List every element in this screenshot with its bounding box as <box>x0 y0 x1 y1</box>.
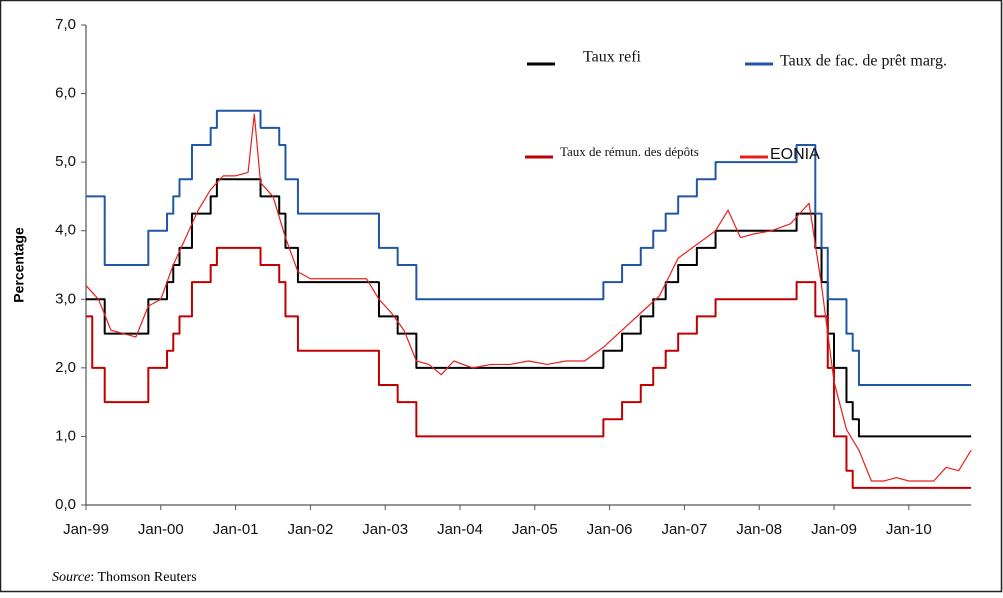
x-tick-label: Jan-06 <box>587 521 633 538</box>
source: Source: Thomson Reuters <box>52 570 197 585</box>
y-tick-label: 7,0 <box>55 16 76 33</box>
x-tick-label: Jan-04 <box>437 521 483 538</box>
y-axis-label: Percentage <box>11 227 27 303</box>
legend-label: Taux de fac. de prêt marg. <box>780 53 947 70</box>
x-tick-label: Jan-02 <box>287 521 333 538</box>
series-line <box>86 178 972 438</box>
series-line <box>86 246 972 489</box>
x-tick-label: Jan-00 <box>138 521 184 538</box>
y-tick-label: 2,0 <box>55 359 76 376</box>
legend-label: Taux refi <box>583 49 642 66</box>
x-tick-label: Jan-09 <box>811 521 857 538</box>
y-tick-label: 0,0 <box>55 496 76 513</box>
y-tick-label: 6,0 <box>55 85 76 102</box>
legend-label: EONIA <box>770 146 820 163</box>
y-tick-label: 1,0 <box>55 427 76 444</box>
x-tick-label: Jan-10 <box>886 521 932 538</box>
source-prefix: Source <box>52 570 90 585</box>
y-tick-label: 5,0 <box>55 153 76 170</box>
x-tick-label: Jan-99 <box>63 521 109 538</box>
series-line <box>86 109 972 386</box>
x-tick-label: Jan-07 <box>661 521 707 538</box>
plot-area: 0,0 1,0 2,0 3,0 4,0 5,0 6,0 7,0 Jan-99 Jan-00 Jan-… <box>55 16 972 538</box>
legend-label: Taux de rémun. des dépôts <box>560 144 699 159</box>
x-tick-label: Jan-03 <box>362 521 408 538</box>
series-line <box>85 113 972 482</box>
x-tick-label: Jan-01 <box>213 521 259 538</box>
y-tick-label: 4,0 <box>55 222 76 239</box>
source-text: : Thomson Reuters <box>90 570 196 585</box>
x-tick-label: Jan-05 <box>512 521 558 538</box>
x-tick-label: Jan-08 <box>736 521 782 538</box>
y-tick-label: 3,0 <box>55 290 76 307</box>
